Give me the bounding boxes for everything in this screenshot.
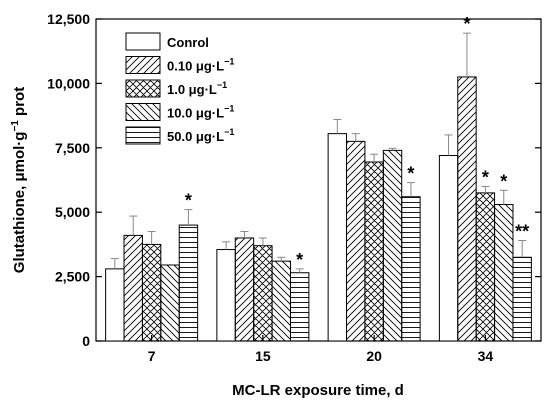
bar (382, 149, 403, 342)
y-axis-title: Glutathione, μmol·g−1 prot (10, 87, 28, 273)
y-tick-label: 0 (82, 333, 90, 349)
significance-marker: ** (515, 222, 529, 242)
significance-marker: * (185, 191, 192, 211)
bar (457, 76, 477, 342)
legend-swatch (125, 79, 161, 98)
bar (438, 155, 459, 342)
legend-label: 10.0 μg·L−1 (167, 104, 234, 121)
x-tick-label: 7 (148, 348, 156, 364)
x-tick-label: 34 (478, 348, 494, 364)
y-tick-label: 2,500 (55, 269, 90, 285)
bar (289, 272, 310, 342)
legend-swatch (125, 126, 161, 145)
bar (141, 243, 162, 342)
legend-swatch (125, 56, 161, 74)
bar (216, 249, 236, 342)
x-tick-label: 20 (366, 348, 382, 364)
legend-label: 0.10 μg·L−1 (167, 57, 234, 74)
significance-marker: * (407, 164, 414, 184)
bar (401, 196, 421, 342)
bar (475, 192, 496, 342)
bar (178, 224, 199, 342)
plot-frame (95, 18, 542, 342)
y-tick-label: 5,000 (55, 204, 90, 220)
x-axis-title: MC-LR exposure time, d (232, 382, 404, 399)
x-tick-label: 15 (255, 348, 271, 364)
bar (271, 260, 291, 342)
bar (253, 245, 273, 342)
legend-label: 1.0 μg·L−1 (167, 80, 227, 97)
legend-label: Conrol (167, 35, 209, 50)
significance-marker: * (463, 14, 470, 34)
legend: Conrol 0.10 μg·L−1 1.0 μg·L−1 10.0 μg·L−1 50… (125, 32, 234, 145)
bar (512, 256, 532, 342)
legend-swatch (125, 32, 161, 51)
significance-marker: * (500, 171, 507, 191)
bar (364, 161, 384, 342)
bar (346, 140, 366, 342)
bar (105, 268, 125, 342)
y-tick-label: 7,500 (55, 140, 90, 156)
significance-marker: * (296, 250, 303, 270)
bar (160, 264, 180, 342)
bar (123, 234, 143, 342)
bar (494, 203, 514, 342)
legend-swatch (125, 103, 161, 121)
y-tick-label: 12,500 (47, 11, 90, 27)
bar (234, 237, 255, 342)
legend-label: 50.0 μg·L−1 (167, 127, 234, 144)
bar (327, 133, 348, 342)
significance-marker: * (482, 167, 489, 187)
y-tick-label: 10,000 (47, 75, 90, 91)
